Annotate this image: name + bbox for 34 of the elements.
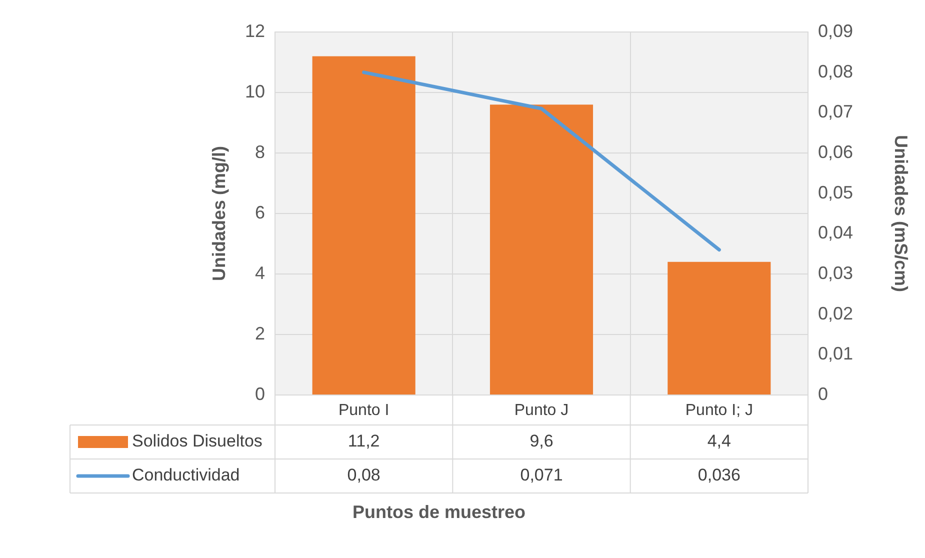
y2-tick-label: 0,04 — [818, 222, 854, 243]
y2-axis-title: Unidades (mS/cm) — [891, 134, 912, 292]
x-tick-label: Punto I; J — [685, 402, 753, 420]
bar — [668, 262, 771, 394]
y2-tick-label: 0,08 — [818, 61, 854, 82]
y2-tick-label: 0,05 — [818, 182, 854, 202]
legend-label: Conductividad — [132, 466, 240, 485]
x-tick-label: Punto J — [514, 402, 569, 420]
y-axis-title: Unidades (mg/l) — [208, 146, 229, 282]
y2-tick-label: 0,02 — [818, 303, 854, 324]
data-label: 0,071 — [520, 466, 563, 485]
data-label: 4,4 — [707, 432, 731, 451]
y2-tick-label: 0,07 — [818, 102, 854, 122]
data-label: 11,2 — [348, 432, 380, 451]
y-tick-label: 12 — [244, 20, 265, 41]
y-tick-label: 0 — [254, 384, 265, 404]
bar — [312, 56, 416, 394]
y-tick-label: 4 — [254, 262, 265, 283]
y2-tick-label: 0,09 — [818, 20, 854, 41]
y-tick-label: 8 — [254, 142, 265, 162]
bar — [490, 104, 594, 394]
x-tick-label: Punto I — [338, 402, 390, 420]
y2-tick-label: 0,01 — [818, 344, 854, 364]
y-tick-label: 2 — [254, 323, 265, 344]
y2-tick-label: 0 — [818, 384, 828, 404]
data-label: 0,036 — [698, 466, 740, 485]
x-axis-title: Puntos de muestreo — [352, 502, 526, 522]
y-tick-label: 10 — [244, 81, 265, 102]
y-tick-label: 6 — [254, 202, 265, 222]
data-label: 0,08 — [347, 466, 380, 485]
data-label: 9,6 — [530, 432, 554, 451]
legend-label: Solidos Disueltos — [132, 432, 262, 451]
y2-tick-label: 0,06 — [818, 142, 854, 162]
y2-tick-label: 0,03 — [818, 262, 854, 283]
